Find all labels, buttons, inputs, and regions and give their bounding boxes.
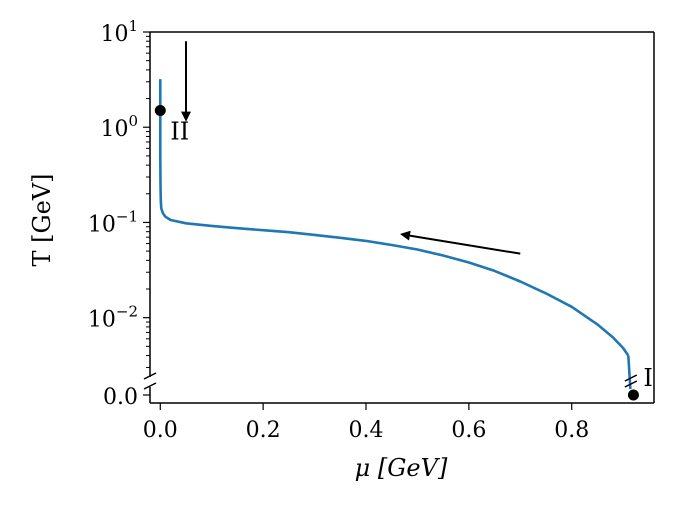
x-tick-label: 0.6 [451,418,486,443]
y-tick-label-zero: 0.0 [103,385,138,410]
y-tick-label: 10−1 [88,207,138,237]
series-line-tail [627,355,632,390]
series-line [159,79,630,357]
curve-break-mark [624,374,638,382]
series-layer [159,79,638,390]
y-tick-label: 101 [100,17,138,47]
axis-break-mark [143,382,157,390]
annotation-arrow [400,230,521,255]
y-tick-label: 100 [100,112,138,142]
x-tick-label: 0.2 [246,418,281,443]
x-tick-label: 0.8 [554,418,589,443]
axis-break-mark [143,372,157,380]
annotation-layer: III [154,41,653,401]
y-tick-label: 10−2 [88,303,138,333]
x-axis-title: μ [GeV] [355,454,448,482]
ticks-layer: 0.0 0.2 0.4 0.6 0.8 101 100 10−1 10−2 0.0 [88,17,589,443]
point-label-I: I [643,364,652,392]
point-label-II: II [170,117,189,145]
x-tick-label: 0.0 [143,418,178,443]
x-tick-label: 0.4 [349,418,384,443]
plot-frame [143,31,655,404]
y-axis-title: T [GeV] [28,173,56,266]
curve-break-mark [624,380,638,388]
point-II [154,104,166,116]
point-I [627,389,639,401]
